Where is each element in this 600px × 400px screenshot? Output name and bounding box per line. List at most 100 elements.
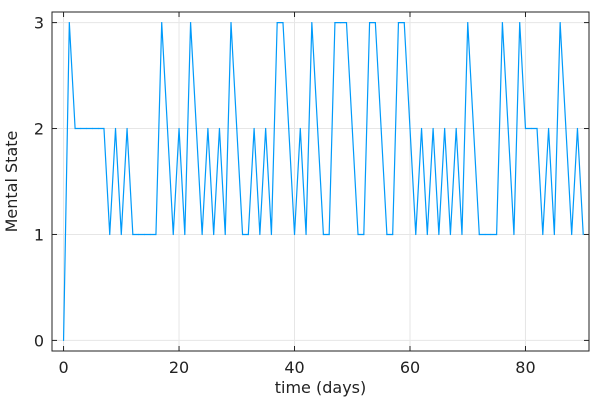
data-point xyxy=(305,233,307,236)
data-point xyxy=(207,127,209,130)
data-point xyxy=(270,233,273,236)
data-point xyxy=(484,233,486,236)
x-tick-label: 20 xyxy=(169,358,189,377)
data-point xyxy=(322,233,324,236)
data-point xyxy=(62,339,65,342)
data-point xyxy=(507,127,509,130)
data-point xyxy=(299,127,301,130)
x-tick-label: 60 xyxy=(400,358,420,377)
data-point xyxy=(467,21,469,24)
data-point xyxy=(576,127,579,130)
data-point xyxy=(455,127,457,130)
data-point xyxy=(184,233,186,236)
data-point xyxy=(103,127,105,130)
data-point xyxy=(432,127,434,130)
data-point xyxy=(415,233,417,236)
data-point xyxy=(351,127,353,130)
data-point xyxy=(161,21,163,24)
data-point xyxy=(461,233,463,236)
data-point xyxy=(149,233,151,236)
y-axis-label: Mental State xyxy=(2,131,21,233)
data-point xyxy=(340,21,342,24)
data-point xyxy=(259,233,261,236)
series-line xyxy=(62,21,584,341)
plot-frame xyxy=(51,11,590,352)
data-point xyxy=(143,233,145,236)
data-point xyxy=(317,127,319,130)
data-point xyxy=(519,21,521,24)
y-tick-label: 3 xyxy=(34,14,44,33)
data-point xyxy=(496,233,498,236)
y-tick-label: 0 xyxy=(34,331,44,350)
data-point xyxy=(374,21,376,24)
data-point xyxy=(328,233,330,236)
data-point xyxy=(403,21,405,24)
data-point xyxy=(501,21,503,24)
data-point xyxy=(201,233,203,236)
data-point xyxy=(426,233,428,236)
data-point xyxy=(218,127,221,130)
series-group xyxy=(62,21,584,342)
data-point xyxy=(380,127,382,130)
y-ticks: 0 1 2 3 xyxy=(34,14,589,350)
data-point xyxy=(155,233,157,236)
x-axis-label: time (days) xyxy=(275,378,366,397)
data-point xyxy=(357,233,359,236)
data-point xyxy=(547,127,550,130)
data-point xyxy=(282,21,284,24)
data-point xyxy=(195,127,197,130)
data-point xyxy=(132,233,134,236)
data-point xyxy=(334,21,336,24)
data-point xyxy=(444,127,446,130)
data-point xyxy=(420,127,423,130)
data-point xyxy=(368,21,371,24)
data-point xyxy=(166,127,169,130)
data-point xyxy=(241,233,244,236)
data-point xyxy=(68,21,70,24)
data-point xyxy=(513,233,515,236)
data-point xyxy=(189,21,192,24)
data-point xyxy=(571,233,573,236)
data-point xyxy=(224,233,226,236)
data-point xyxy=(524,127,527,130)
data-point xyxy=(213,233,215,236)
plot-border xyxy=(51,11,590,352)
data-point xyxy=(265,127,267,130)
data-point xyxy=(397,21,400,24)
data-point xyxy=(293,233,296,236)
data-point xyxy=(530,127,532,130)
data-point xyxy=(114,127,117,130)
x-tick-label: 0 xyxy=(58,358,68,377)
x-ticks: 0 20 40 60 80 xyxy=(58,12,536,377)
data-point xyxy=(582,233,584,236)
data-point xyxy=(363,233,365,236)
data-point xyxy=(91,127,94,130)
data-point xyxy=(311,21,313,24)
data-point xyxy=(80,127,82,130)
data-point xyxy=(86,127,88,130)
data-point xyxy=(449,233,452,236)
x-tick-label: 80 xyxy=(515,358,535,377)
data-point xyxy=(236,127,238,130)
data-point xyxy=(386,233,388,236)
data-point xyxy=(472,127,475,130)
x-tick-label: 40 xyxy=(284,358,304,377)
data-point xyxy=(478,233,480,236)
data-point xyxy=(253,127,255,130)
data-point xyxy=(247,233,249,236)
data-point xyxy=(74,127,76,130)
data-point xyxy=(138,233,140,236)
data-point xyxy=(438,233,440,236)
data-point xyxy=(109,233,111,236)
data-point xyxy=(276,21,278,24)
data-point xyxy=(409,127,411,130)
data-point xyxy=(172,233,174,236)
data-point xyxy=(536,127,538,130)
data-point xyxy=(178,127,180,130)
data-point xyxy=(126,127,128,130)
data-point xyxy=(97,127,99,130)
data-point xyxy=(565,127,567,130)
data-point xyxy=(490,233,492,236)
data-point xyxy=(345,21,348,24)
